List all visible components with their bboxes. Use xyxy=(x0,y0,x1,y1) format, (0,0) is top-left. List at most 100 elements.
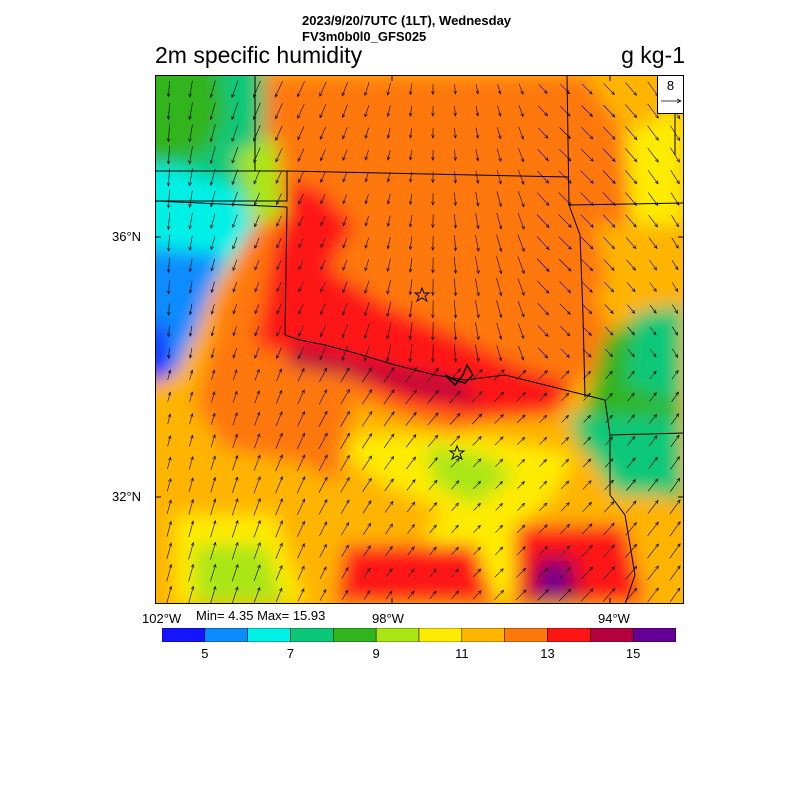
wind-arrow xyxy=(625,214,637,228)
wind-arrow xyxy=(364,194,369,205)
wind-arrow xyxy=(581,83,593,95)
wind-arrow xyxy=(364,237,369,249)
wind-arrow xyxy=(231,169,238,186)
wind-arrow xyxy=(670,125,681,142)
wind-arrow xyxy=(364,82,370,97)
wind-arrow xyxy=(582,348,592,358)
wind-arrow xyxy=(386,344,392,363)
wind-arrow xyxy=(253,519,261,538)
wind-arrow xyxy=(451,502,459,512)
wind-arrow xyxy=(624,126,638,141)
wind-arrow xyxy=(497,127,502,140)
wind-arrow xyxy=(386,215,391,228)
wind-arrow xyxy=(649,304,657,314)
wind-arrow xyxy=(431,105,435,117)
wind-arrow xyxy=(383,411,395,427)
wind-arrow xyxy=(407,568,415,578)
wind-arrow xyxy=(188,456,194,470)
wind-arrow xyxy=(209,80,216,99)
wind-arrow xyxy=(560,480,570,490)
wind-arrow xyxy=(496,256,503,275)
wind-arrow xyxy=(472,568,482,578)
wind-arrow xyxy=(275,125,283,141)
wind-arrow xyxy=(189,413,194,425)
colorbar-swatch xyxy=(418,628,463,642)
wind-arrow xyxy=(253,476,261,494)
wind-arrow xyxy=(319,81,327,97)
wind-arrow xyxy=(493,391,505,403)
wind-arrow xyxy=(254,368,260,381)
wind-arrow xyxy=(167,302,171,316)
wind-arrow xyxy=(431,149,435,161)
wind-arrow xyxy=(580,170,594,184)
wind-arrow xyxy=(364,302,370,317)
wind-arrow xyxy=(210,455,216,470)
wind-arrow xyxy=(558,236,572,250)
wind-arrow xyxy=(297,565,305,580)
wind-arrow xyxy=(253,169,261,185)
wind-arrow xyxy=(362,500,372,514)
wind-arrow xyxy=(231,80,239,99)
wind-arrow xyxy=(558,148,572,162)
wind-arrow xyxy=(538,370,548,380)
wind-arrow xyxy=(320,194,326,205)
wind-arrow xyxy=(496,212,503,230)
wind-arrow xyxy=(496,278,503,297)
colorbar-swatch xyxy=(333,628,377,642)
wind-arrow xyxy=(453,278,458,297)
wind-arrow xyxy=(648,214,658,228)
wind-arrow xyxy=(647,521,659,537)
wind-arrow xyxy=(210,585,217,604)
wind-arrow xyxy=(408,193,413,206)
wind-arrow xyxy=(539,414,548,423)
wind-arrow xyxy=(297,498,305,516)
wind-arrow xyxy=(386,150,391,161)
wind-arrow xyxy=(450,457,460,468)
wind-arrow xyxy=(431,192,435,206)
wind-arrow xyxy=(626,282,636,293)
wind-arrow xyxy=(625,543,638,558)
wind-arrow xyxy=(583,392,591,401)
wind-arrow xyxy=(210,520,217,538)
wind-arrow xyxy=(603,259,615,271)
wind-arrow xyxy=(429,502,438,512)
wind-arrow xyxy=(361,388,373,405)
wind-arrow xyxy=(453,256,458,274)
colorbar-swatch xyxy=(162,628,206,642)
wind-arrow xyxy=(539,436,548,445)
wind-arrow xyxy=(341,521,350,536)
wind-arrow xyxy=(232,259,238,272)
wind-arrow xyxy=(188,325,193,337)
wind-arrow xyxy=(605,370,613,380)
wind-vectors xyxy=(166,80,681,604)
wind-arrow xyxy=(297,81,305,98)
wind-arrow xyxy=(342,238,348,249)
wind-arrow xyxy=(320,281,326,293)
wind-arrow xyxy=(669,543,681,559)
wind-arrow xyxy=(603,104,616,118)
wind-arrow xyxy=(188,80,193,98)
wind-arrow xyxy=(275,170,283,184)
wind-arrow xyxy=(517,234,525,253)
wind-arrow xyxy=(518,105,524,118)
wind-arrow xyxy=(297,103,305,119)
wind-arrow xyxy=(275,411,283,427)
wind-arrow xyxy=(649,348,657,358)
wind-arrow xyxy=(296,476,306,494)
wind-arrow xyxy=(558,170,572,184)
wind-arrow xyxy=(517,458,526,467)
wind-arrow xyxy=(517,191,525,208)
wind-arrow xyxy=(431,300,435,319)
wind-arrow xyxy=(342,149,348,161)
wind-arrow xyxy=(232,454,239,471)
wind-arrow xyxy=(319,367,327,383)
wind-arrow xyxy=(167,347,171,360)
wind-arrow xyxy=(253,586,261,603)
wind-arrow xyxy=(319,126,327,140)
wind-arrow xyxy=(275,476,283,494)
wind-arrow xyxy=(188,477,194,492)
wind-arrow xyxy=(581,259,594,272)
wind-arrow xyxy=(580,214,594,228)
wind-arrow xyxy=(625,522,637,536)
wind-arrow xyxy=(298,171,304,184)
